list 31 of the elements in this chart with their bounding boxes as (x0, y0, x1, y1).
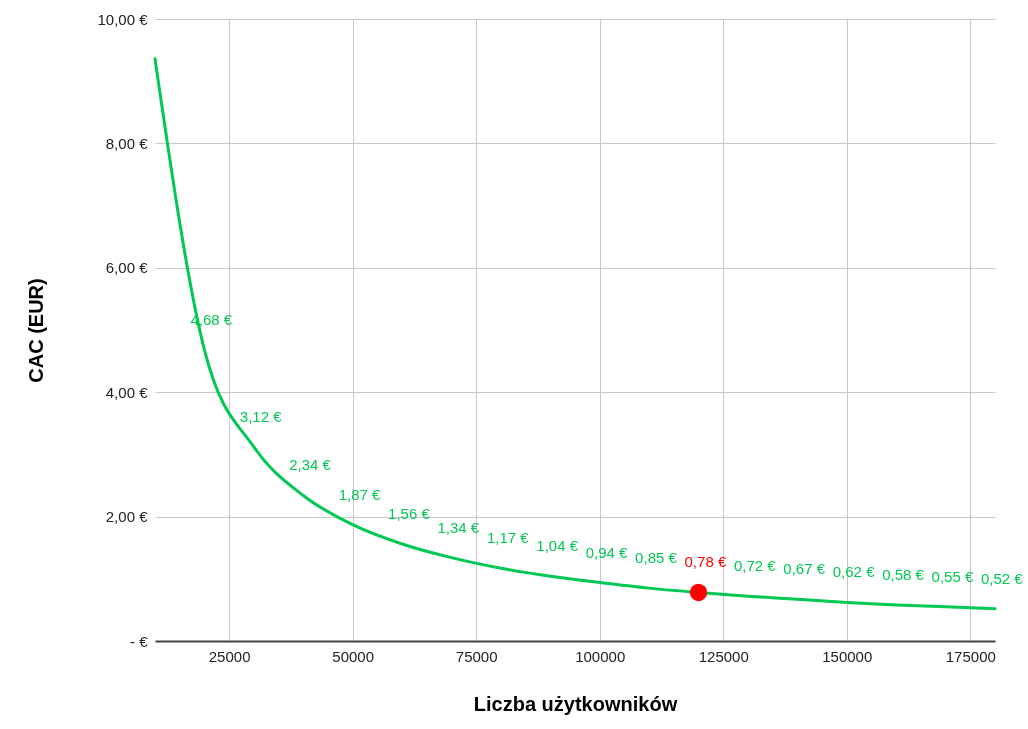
data-label: 0,67 € (783, 560, 826, 578)
data-label: 1,56 € (388, 504, 431, 522)
data-label: 0,85 € (635, 549, 678, 567)
data-label: 0,55 € (931, 567, 974, 585)
data-label: 1,17 € (486, 529, 530, 547)
y-tick-label: - € (129, 632, 149, 650)
data-label: 0,94 € (585, 543, 629, 561)
data-label: 1,34 € (437, 518, 480, 536)
y-tick-label: 2,00 € (105, 508, 149, 526)
x-tick-label: 125000 (698, 647, 749, 665)
data-label: 1,04 € (536, 537, 579, 555)
data-label: 0,58 € (882, 565, 925, 583)
data-label: 2,34 € (289, 456, 332, 474)
data-label: 0,72 € (733, 557, 777, 575)
y-tick-label: 6,00 € (105, 259, 149, 277)
x-axis-title: Liczba użytkowników (473, 692, 678, 715)
y-tick-label: 4,00 € (105, 383, 149, 401)
x-tick-label: 50000 (332, 647, 375, 665)
x-tick-label: 75000 (455, 647, 498, 665)
data-label: 0,62 € (832, 563, 876, 581)
data-label: 0,52 € (981, 569, 1024, 587)
x-tick-label: 175000 (945, 647, 996, 665)
data-label: 1,87 € (338, 485, 382, 503)
y-axis-title: CAC (EUR) (25, 278, 48, 383)
y-tick-label: 10,00 € (97, 10, 149, 28)
x-tick-label: 25000 (208, 647, 251, 665)
data-label: 0,78 € (684, 553, 727, 571)
x-tick-label: 150000 (822, 647, 873, 665)
x-tick-label: 100000 (575, 647, 626, 665)
data-label: 3,12 € (239, 407, 283, 425)
y-tick-label: 8,00 € (105, 134, 149, 152)
